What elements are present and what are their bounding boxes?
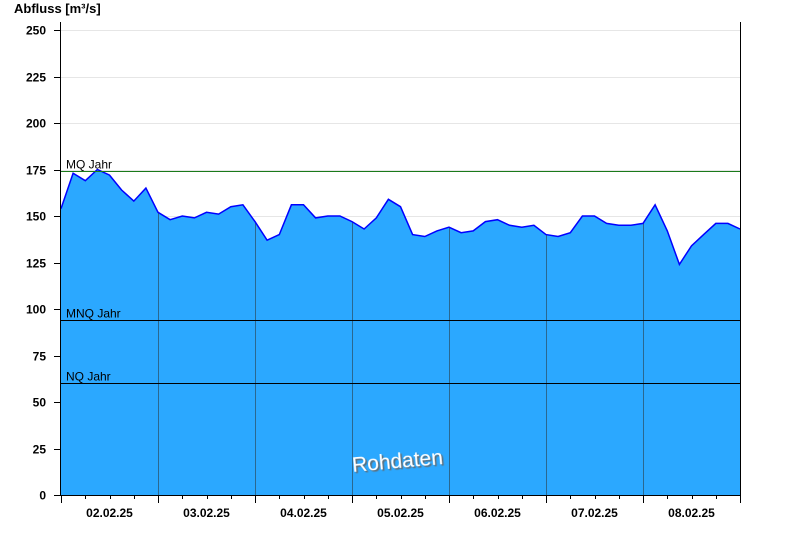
y-tick-label: 0 — [39, 489, 46, 503]
x-tick-label: 03.02.25 — [183, 506, 230, 520]
x-tick-label: 02.02.25 — [86, 506, 133, 520]
reference-line-label: NQ Jahr — [66, 370, 111, 384]
x-tick-label: 07.02.25 — [571, 506, 618, 520]
y-tick-label: 50 — [33, 396, 47, 410]
x-tick-label: 04.02.25 — [280, 506, 327, 520]
y-tick-label: 200 — [26, 117, 46, 131]
y-tick-label: 125 — [26, 257, 46, 271]
discharge-area — [61, 169, 740, 495]
y-tick-label: 250 — [26, 24, 46, 38]
x-tick-label: 08.02.25 — [668, 506, 715, 520]
reference-line-label: MQ Jahr — [66, 158, 112, 172]
x-tick-label: 06.02.25 — [474, 506, 521, 520]
y-tick-label: 75 — [33, 350, 47, 364]
x-tick-label: 05.02.25 — [377, 506, 424, 520]
y-tick-label: 100 — [26, 303, 46, 317]
y-tick-label: 225 — [26, 71, 46, 85]
reference-line-label: MNQ Jahr — [66, 307, 121, 321]
y-tick-label: 150 — [26, 210, 46, 224]
y-tick-label: 175 — [26, 164, 46, 178]
discharge-line — [60, 168, 741, 267]
y-tick-label: 25 — [33, 443, 47, 457]
y-axis-label: Abfluss [m³/s] — [14, 1, 101, 16]
